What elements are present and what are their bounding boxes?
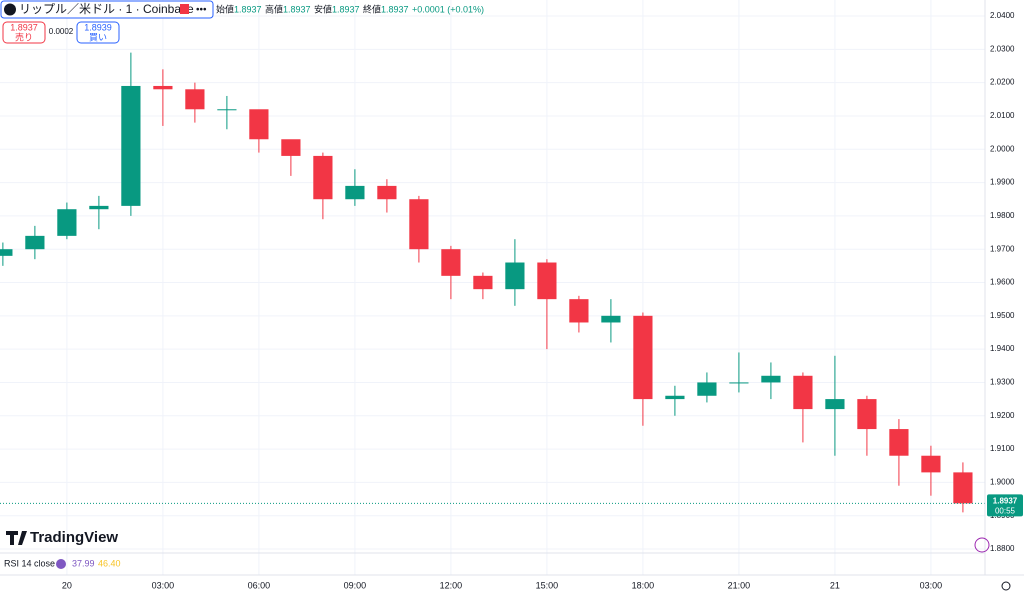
- ohlc-label: 終値: [363, 3, 381, 14]
- y-tick-label: 2.0100: [990, 111, 1015, 120]
- candle-body: [313, 155, 333, 200]
- candle-body: [25, 235, 45, 250]
- candle-body: [377, 185, 397, 200]
- x-tick-label: 21: [830, 580, 840, 590]
- candle-body: [601, 315, 621, 323]
- candle-body: [857, 399, 877, 430]
- candle-body: [537, 262, 557, 300]
- candle-body: [473, 275, 493, 290]
- y-tick-label: 2.0000: [990, 144, 1015, 153]
- candle-body: [153, 85, 173, 90]
- ohlc-value: 1.8937: [332, 4, 360, 14]
- x-tick-label: 21:00: [728, 580, 751, 590]
- y-tick-label: 1.9800: [990, 211, 1015, 220]
- ohlc-value: 1.8937: [234, 4, 262, 14]
- symbol-icon: [4, 3, 16, 16]
- symbol-box[interactable]: [0, 0, 214, 19]
- buy-price: 1.8939: [84, 22, 112, 32]
- ohlc-value: 1.8937: [283, 4, 311, 14]
- candle-body: [0, 249, 13, 256]
- y-tick-label: 1.9200: [990, 411, 1015, 420]
- lightning-button[interactable]: [974, 537, 990, 553]
- candle-body: [121, 85, 141, 206]
- more-button[interactable]: •••: [196, 5, 207, 16]
- indicator-value: 37.99: [72, 558, 95, 568]
- y-tick-label: 1.9600: [990, 278, 1015, 287]
- y-tick-label: 1.9900: [990, 178, 1015, 187]
- candle-body: [185, 89, 205, 110]
- x-tick-label: 03:00: [920, 580, 943, 590]
- indicator-icon: [56, 559, 66, 569]
- x-tick-label: 18:00: [632, 580, 655, 590]
- brand-logo: [6, 531, 27, 545]
- plot: [0, 52, 985, 513]
- y-tick-label: 2.0200: [990, 78, 1015, 87]
- candle-body: [889, 429, 909, 456]
- y-tick-label: 2.0300: [990, 44, 1015, 53]
- y-tick-label: 1.8800: [990, 544, 1015, 553]
- change: +0.0001 (+0.01%): [412, 4, 484, 14]
- candle-body: [249, 109, 269, 140]
- x-tick-label: 12:00: [440, 580, 463, 590]
- countdown: 00:55: [995, 506, 1016, 515]
- candle-body: [409, 199, 429, 250]
- x-tick-label: 20: [62, 580, 72, 590]
- candle-body: [793, 375, 813, 410]
- candle-body: [569, 299, 589, 323]
- y-tick-label: 1.9400: [990, 344, 1015, 353]
- buy-button[interactable]: [76, 21, 120, 44]
- candle-body: [665, 395, 685, 400]
- last-price-tag: [987, 494, 1023, 517]
- candle-body: [921, 455, 941, 473]
- x-tick-label: 15:00: [536, 580, 559, 590]
- candle-body: [89, 205, 109, 210]
- x-tick-label: 09:00: [344, 580, 367, 590]
- candle-body: [633, 315, 653, 400]
- candle-body: [761, 375, 781, 383]
- y-tick-label: 1.9100: [990, 444, 1015, 453]
- candle-body: [345, 185, 365, 200]
- sell-price: 1.8937: [10, 22, 38, 32]
- y-tick-label: 1.9700: [990, 244, 1015, 253]
- ohlc-legend: 始値 1.8937 高値 1.8937 安値 1.8937 終値 1.8937 +0.0001 …: [216, 3, 484, 14]
- y-tick-label: 1.9300: [990, 378, 1015, 387]
- candle-body: [441, 249, 461, 276]
- y-tick-label: 1.9500: [990, 311, 1015, 320]
- candle-body: [729, 382, 749, 384]
- candle-body: [697, 382, 717, 396]
- y-tick-label: 2.0400: [990, 11, 1015, 20]
- sell-button[interactable]: [2, 21, 46, 44]
- candle-body: [825, 399, 845, 410]
- symbol-title: リップル／米ドル · 1 · Coinbase: [19, 2, 194, 16]
- last-price-label: 1.8937: [993, 496, 1018, 505]
- ohlc-value: 1.8937: [381, 4, 409, 14]
- ohlc-label: 高値: [265, 3, 283, 14]
- brand: TradingView: [30, 529, 118, 546]
- indicator-value: 46.40: [98, 558, 121, 568]
- settings-button[interactable]: [1001, 581, 1011, 591]
- exchange-flag: [180, 4, 189, 14]
- x-tick-label: 06:00: [248, 580, 271, 590]
- sell-label: 売り: [15, 31, 33, 42]
- ohlc-label: 始値: [216, 3, 234, 14]
- candle-body: [281, 139, 301, 156]
- indicator-name: RSI 14 close: [4, 558, 55, 568]
- ohlc-label: 安値: [314, 3, 332, 14]
- x-tick-label: 03:00: [152, 580, 175, 590]
- buy-label: 買い: [89, 32, 107, 42]
- y-tick-label: 1.9000: [990, 477, 1015, 486]
- candle-body: [217, 109, 237, 111]
- spread: 0.0002: [49, 27, 74, 36]
- candle-body: [57, 209, 77, 236]
- candle-body: [505, 262, 525, 290]
- candle-body: [953, 472, 973, 504]
